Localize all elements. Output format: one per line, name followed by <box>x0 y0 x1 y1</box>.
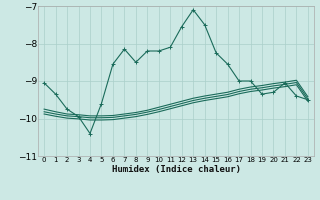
X-axis label: Humidex (Indice chaleur): Humidex (Indice chaleur) <box>111 165 241 174</box>
